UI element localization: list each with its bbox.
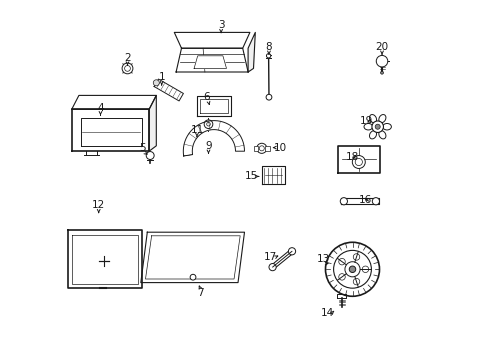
Ellipse shape (378, 114, 385, 123)
Text: 14: 14 (320, 308, 333, 318)
Circle shape (351, 156, 365, 168)
Text: 4: 4 (97, 103, 103, 113)
Circle shape (146, 152, 154, 159)
Polygon shape (72, 109, 149, 151)
Circle shape (256, 143, 266, 153)
Circle shape (206, 122, 210, 126)
Circle shape (153, 80, 159, 86)
Polygon shape (247, 32, 255, 72)
Polygon shape (176, 48, 247, 72)
Circle shape (338, 274, 345, 280)
Ellipse shape (369, 131, 376, 139)
Text: 18: 18 (345, 152, 358, 162)
Circle shape (124, 66, 130, 71)
Text: 15: 15 (244, 171, 258, 181)
Circle shape (371, 121, 383, 132)
Circle shape (338, 258, 345, 265)
Polygon shape (72, 95, 156, 109)
Circle shape (288, 248, 295, 255)
Ellipse shape (369, 114, 376, 123)
Polygon shape (194, 56, 226, 68)
Bar (253, 146, 258, 151)
Text: 2: 2 (124, 53, 131, 63)
Polygon shape (141, 232, 244, 283)
Ellipse shape (382, 123, 390, 130)
Circle shape (380, 71, 383, 74)
Circle shape (352, 278, 359, 285)
Polygon shape (261, 166, 285, 184)
Circle shape (266, 54, 270, 58)
Polygon shape (145, 236, 240, 279)
Ellipse shape (378, 131, 385, 139)
Polygon shape (200, 99, 228, 113)
Bar (265, 146, 269, 151)
Text: 5: 5 (140, 143, 146, 153)
Circle shape (371, 198, 379, 205)
Circle shape (325, 242, 379, 296)
Circle shape (362, 266, 368, 273)
Text: 12: 12 (92, 200, 105, 210)
Circle shape (375, 55, 387, 67)
Text: 8: 8 (265, 42, 272, 52)
Circle shape (333, 251, 371, 288)
Circle shape (348, 266, 355, 273)
Polygon shape (337, 146, 379, 173)
Polygon shape (154, 79, 183, 101)
Polygon shape (72, 235, 137, 284)
Polygon shape (68, 230, 142, 288)
Circle shape (204, 120, 212, 129)
Text: 20: 20 (375, 42, 388, 52)
Text: 6: 6 (203, 92, 209, 102)
Text: 1: 1 (158, 72, 164, 82)
Polygon shape (337, 294, 346, 298)
Circle shape (340, 198, 347, 205)
Circle shape (265, 94, 271, 100)
Polygon shape (149, 95, 156, 151)
Text: 3: 3 (217, 20, 224, 30)
Text: 11: 11 (190, 125, 203, 135)
Text: 7: 7 (197, 288, 203, 298)
Circle shape (268, 264, 276, 271)
Circle shape (352, 254, 359, 260)
Polygon shape (197, 96, 231, 116)
Polygon shape (174, 32, 249, 48)
Text: 9: 9 (205, 141, 211, 151)
Circle shape (259, 146, 264, 151)
Circle shape (354, 158, 362, 166)
Text: 19: 19 (360, 116, 373, 126)
Polygon shape (81, 118, 142, 146)
Circle shape (190, 274, 196, 280)
Ellipse shape (363, 123, 372, 130)
Polygon shape (183, 121, 244, 156)
Polygon shape (340, 198, 378, 204)
Circle shape (374, 124, 380, 129)
Text: 13: 13 (316, 254, 330, 264)
Text: 17: 17 (263, 252, 277, 262)
Text: 10: 10 (273, 143, 286, 153)
Text: 16: 16 (358, 195, 371, 205)
Circle shape (122, 63, 133, 74)
Circle shape (344, 262, 359, 277)
